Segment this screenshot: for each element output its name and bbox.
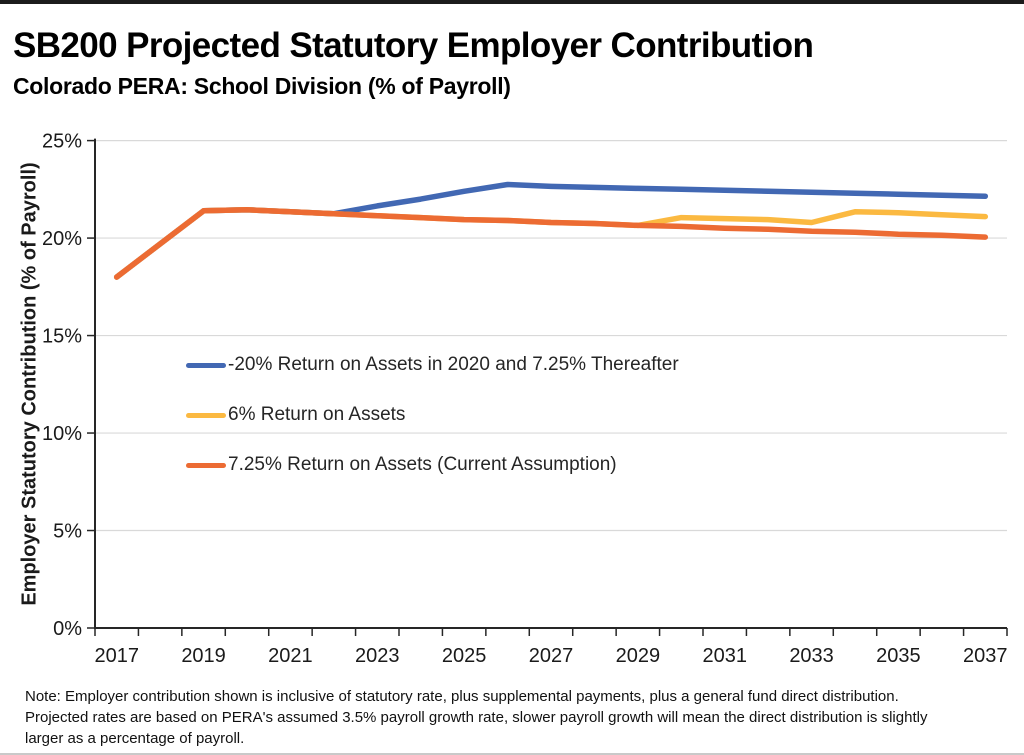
y-tick-label: 0% <box>53 618 82 640</box>
y-tick-label: 5% <box>53 521 82 543</box>
x-tick-label: 2021 <box>268 645 313 667</box>
x-tick-label: 2025 <box>442 645 487 667</box>
blue-line-swatch-icon <box>186 362 226 368</box>
footnote-line: larger as a percentage of payroll. <box>25 730 245 747</box>
x-tick-label: 2023 <box>355 645 400 667</box>
x-tick-label: 2037 <box>963 645 1008 667</box>
yellow-line-swatch-icon <box>186 412 226 418</box>
series-line-2 <box>113 207 989 280</box>
footnote-line: Projected rates are based on PERA's assu… <box>25 709 928 726</box>
x-tick-label: 2033 <box>789 645 834 667</box>
page-subtitle: Colorado PERA: School Division (% of Pay… <box>13 73 511 99</box>
x-tick-label: 2027 <box>529 645 574 667</box>
x-tick-label: 2035 <box>876 645 921 667</box>
legend-label: -20% Return on Assets in 2020 and 7.25% … <box>228 354 679 375</box>
y-tick-label: 15% <box>42 326 82 348</box>
legend-item-725pct-return: 7.25% Return on Assets (Current Assumpti… <box>186 440 679 490</box>
x-tick-label: 2031 <box>702 645 747 667</box>
x-tick-label: 2019 <box>181 645 226 667</box>
legend-item-minus20-return: -20% Return on Assets in 2020 and 7.25% … <box>186 340 679 390</box>
chart-legend: -20% Return on Assets in 2020 and 7.25% … <box>186 340 679 490</box>
legend-label: 6% Return on Assets <box>228 404 406 425</box>
footnote-line: Note: Employer contribution shown is inc… <box>25 688 899 705</box>
orange-line-swatch-icon <box>186 462 226 468</box>
footnote: Note: Employer contribution shown is inc… <box>25 686 927 749</box>
x-tick-label: 2029 <box>616 645 661 667</box>
legend-label: 7.25% Return on Assets (Current Assumpti… <box>228 454 617 475</box>
y-tick-label: 10% <box>42 423 82 445</box>
y-axis-title: Employer Statutory Contribution (% of Pa… <box>18 162 41 606</box>
y-tick-label: 25% <box>42 131 82 153</box>
x-tick-label: 2017 <box>94 645 139 667</box>
top-border-bar <box>0 0 1024 4</box>
page-title: SB200 Projected Statutory Employer Contr… <box>13 26 814 65</box>
y-tick-label: 20% <box>42 228 82 250</box>
bottom-border-bar <box>0 753 1024 755</box>
legend-item-6pct-return: 6% Return on Assets <box>186 390 679 440</box>
